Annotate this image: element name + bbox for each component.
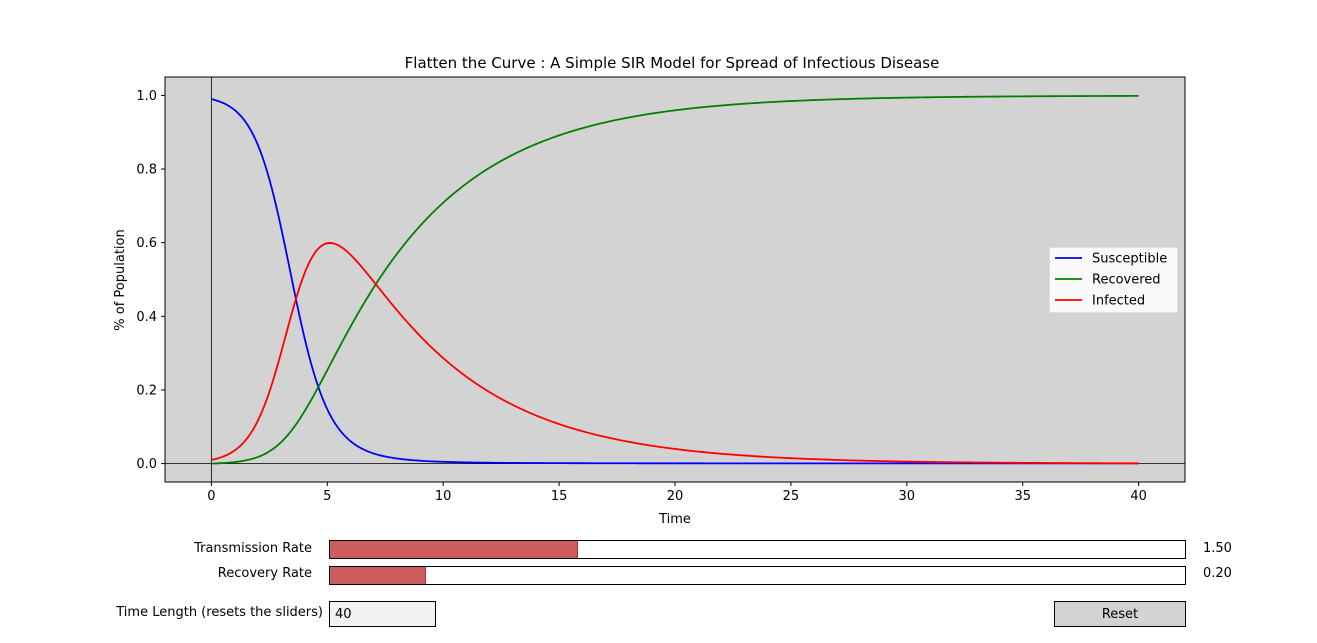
recovery-rate-label: Recovery Rate (217, 566, 312, 581)
recovery-rate-slider[interactable] (329, 566, 1186, 585)
y-axis-label: % of Population (113, 229, 128, 330)
x-tick-label: 40 (1130, 489, 1147, 504)
x-tick-label: 15 (551, 489, 568, 504)
transmission-rate-slider-fill[interactable] (330, 541, 578, 558)
time-length-label: Time Length (resets the sliders) (116, 605, 323, 620)
x-tick-label: 5 (323, 489, 331, 504)
x-axis-label: Time (658, 512, 691, 527)
recovery-rate-value: 0.20 (1203, 566, 1232, 581)
legend-label-infected: Infected (1092, 294, 1145, 309)
x-tick-label: 25 (783, 489, 800, 504)
legend-box (1048, 246, 1179, 314)
y-tick-label: 0.2 (136, 383, 157, 398)
x-tick-label: 10 (435, 489, 452, 504)
plot-background (165, 77, 1185, 482)
series-line-recovered (211, 94, 1139, 465)
x-tick-label: 20 (667, 489, 684, 504)
x-tick-label: 35 (1014, 489, 1031, 504)
series-line-infected (211, 242, 1139, 465)
legend-label-recovered: Recovered (1092, 273, 1161, 288)
chart-title: Flatten the Curve : A Simple SIR Model f… (405, 54, 940, 72)
time-length-input[interactable] (329, 601, 436, 627)
legend-label-susceptible: Susceptible (1092, 252, 1167, 267)
x-tick-label: 30 (899, 489, 916, 504)
y-tick-label: 0.8 (136, 163, 157, 178)
y-tick-label: 1.0 (136, 89, 157, 104)
legend: Susceptible Recovered Infected (1048, 246, 1179, 314)
x-tick-label: 0 (207, 489, 215, 504)
reset-button[interactable]: Reset (1054, 601, 1186, 627)
recovery-rate-slider-fill[interactable] (330, 567, 426, 584)
transmission-rate-slider[interactable] (329, 540, 1186, 559)
y-tick-label: 0.4 (136, 310, 157, 325)
y-tick-label: 0.0 (136, 457, 157, 472)
transmission-rate-value: 1.50 (1203, 541, 1232, 556)
y-tick-label: 0.6 (136, 236, 157, 251)
transmission-rate-label: Transmission Rate (194, 541, 312, 556)
